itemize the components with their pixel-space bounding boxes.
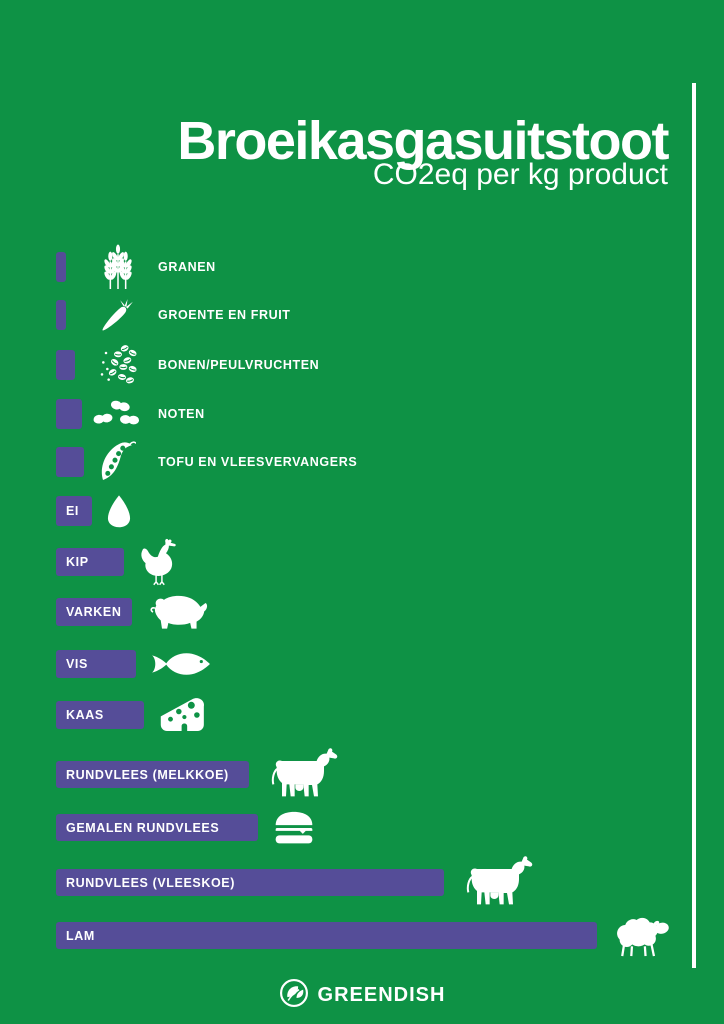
bar-lam: LAM bbox=[56, 922, 597, 949]
fish-icon bbox=[150, 648, 212, 680]
page-subtitle: CO2eq per kg product bbox=[372, 158, 668, 191]
label-bonen-peulvruchten: BONEN/PEULVRUCHTEN bbox=[158, 358, 320, 372]
row-rundvlees-vleeskoe: RUNDVLEES (VLEESKOE) bbox=[56, 855, 668, 904]
page-title: Broeikasgasuitstoot bbox=[177, 111, 669, 172]
row-kip: KIP bbox=[56, 538, 668, 586]
bar-kip: KIP bbox=[56, 548, 124, 576]
bar-noten bbox=[56, 399, 82, 429]
peanuts-icon bbox=[90, 399, 146, 429]
cheese-icon bbox=[158, 694, 208, 736]
burger-icon bbox=[272, 809, 316, 847]
label-groente-en-fruit: GROENTE EN FRUIT bbox=[158, 308, 291, 322]
row-noten: NOTEN bbox=[56, 399, 668, 429]
peapod-icon bbox=[90, 440, 146, 484]
label-tofu-en-vleesvervangers: TOFU EN VLEESVERVANGERS bbox=[158, 455, 358, 469]
row-varken: VARKEN bbox=[56, 595, 668, 629]
carrot-icon bbox=[90, 298, 146, 332]
label-granen: GRANEN bbox=[158, 260, 216, 274]
wheat-icon bbox=[90, 244, 146, 290]
label-noten: NOTEN bbox=[158, 407, 205, 421]
bar-granen bbox=[56, 252, 66, 282]
label-gemalen-rundvlees: GEMALEN RUNDVLEES bbox=[66, 820, 220, 835]
label-ei: EI bbox=[66, 504, 80, 518]
bar-groente-en-fruit bbox=[56, 300, 66, 330]
row-bonen-peulvruchten: BONEN/PEULVRUCHTEN bbox=[56, 345, 668, 384]
bar-varken: VARKEN bbox=[56, 598, 132, 626]
pig-icon bbox=[146, 591, 210, 633]
bar-ei: EI bbox=[56, 496, 92, 526]
bar-vis: VIS bbox=[56, 650, 136, 678]
chicken-icon bbox=[138, 537, 180, 587]
label-rundvlees-melkkoe: RUNDVLEES (MELKKOE) bbox=[66, 767, 229, 782]
egg-icon bbox=[106, 494, 132, 528]
beans-icon bbox=[90, 343, 146, 387]
row-rundvlees-melkkoe: RUNDVLEES (MELKKOE) bbox=[56, 747, 668, 796]
bar-bonen-peulvruchten bbox=[56, 350, 75, 380]
row-groente-en-fruit: GROENTE EN FRUIT bbox=[56, 298, 668, 332]
bar-rundvlees-melkkoe: RUNDVLEES (MELKKOE) bbox=[56, 761, 249, 788]
bar-rundvlees-vleeskoe: RUNDVLEES (VLEESKOE) bbox=[56, 869, 444, 896]
row-tofu-en-vleesvervangers: TOFU EN VLEESVERVANGERS bbox=[56, 441, 668, 480]
label-kip: KIP bbox=[66, 555, 89, 569]
cow-icon bbox=[263, 747, 341, 803]
bar-gemalen-rundvlees: GEMALEN RUNDVLEES bbox=[56, 814, 258, 841]
bar-kaas: KAAS bbox=[56, 701, 144, 729]
leaf-circle-icon bbox=[279, 978, 309, 1013]
row-ei: EI bbox=[56, 494, 668, 528]
footer-logo: GREENDISH bbox=[0, 978, 724, 1013]
row-vis: VIS bbox=[56, 650, 668, 678]
sheep-icon bbox=[611, 914, 671, 958]
brand-name: GREENDISH bbox=[317, 984, 446, 1006]
row-granen: GRANEN bbox=[56, 244, 668, 289]
divider-line bbox=[692, 83, 696, 968]
row-lam: LAM bbox=[56, 917, 669, 956]
label-lam: LAM bbox=[66, 928, 95, 943]
label-rundvlees-vleeskoe: RUNDVLEES (VLEESKOE) bbox=[66, 875, 235, 890]
cow-icon bbox=[458, 855, 536, 911]
label-varken: VARKEN bbox=[66, 605, 122, 619]
row-kaas: KAAS bbox=[56, 698, 668, 731]
label-kaas: KAAS bbox=[66, 708, 104, 722]
label-vis: VIS bbox=[66, 657, 88, 671]
row-gemalen-rundvlees: GEMALEN RUNDVLEES bbox=[56, 811, 668, 843]
bar-tofu-en-vleesvervangers bbox=[56, 447, 84, 477]
